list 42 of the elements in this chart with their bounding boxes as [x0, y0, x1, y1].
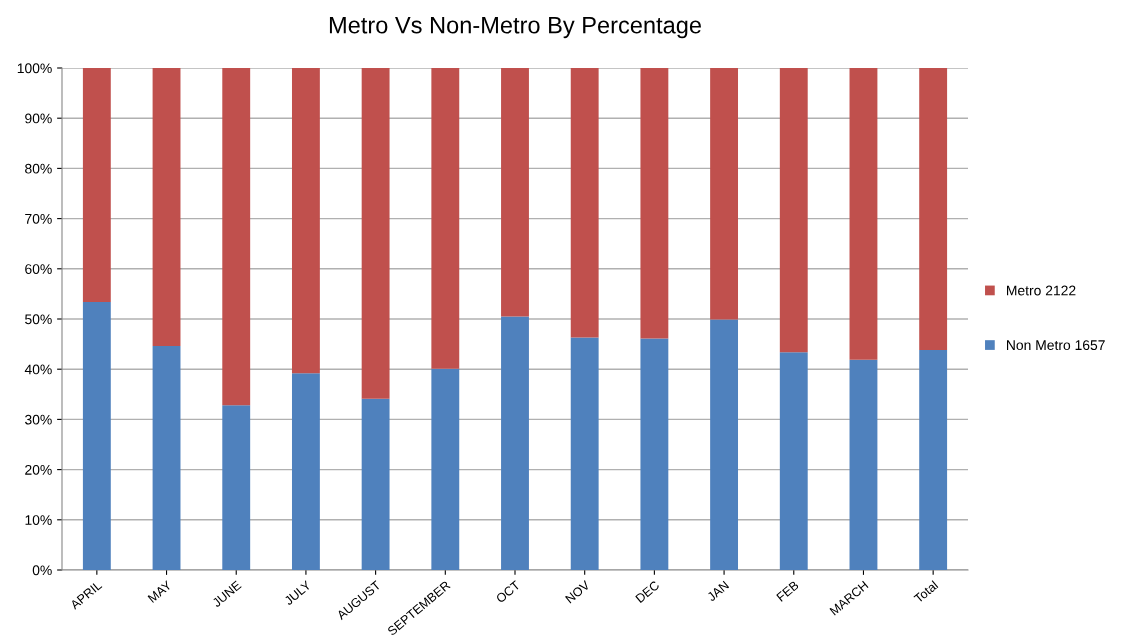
bar [640, 68, 669, 339]
bar [291, 68, 320, 374]
bar [919, 68, 948, 351]
y-tick-label: 60% [25, 264, 52, 274]
bar [570, 337, 599, 570]
y-tick-label: 100% [17, 63, 52, 74]
bar [501, 316, 529, 570]
y-tick-label: 0% [32, 565, 52, 576]
bar [222, 405, 251, 570]
bar [291, 373, 320, 570]
bar [570, 68, 599, 338]
bar [779, 68, 808, 353]
legend-label: Non Metro 1657 [1007, 340, 1105, 351]
bar [431, 368, 460, 570]
bar [82, 301, 111, 570]
bar [152, 68, 181, 347]
bar [501, 68, 529, 317]
y-tick-label: 70% [25, 213, 52, 224]
bar [919, 350, 948, 570]
x-tick-label: JAN [706, 580, 730, 602]
bar [152, 346, 181, 570]
y-tick-label: 30% [25, 414, 52, 425]
bar [361, 398, 390, 570]
x-tick-label: FEB [776, 580, 800, 602]
bar [710, 319, 739, 570]
bar [779, 352, 808, 570]
chart-title: Metro Vs Non-Metro By Percentage [329, 17, 701, 39]
bar [361, 68, 390, 399]
bar [849, 68, 878, 360]
y-tick-label: 20% [25, 464, 52, 475]
bar [222, 68, 251, 406]
y-tick-label: 10% [25, 515, 52, 525]
bar [82, 68, 111, 302]
y-tick-label: 50% [25, 314, 52, 325]
bar [640, 338, 669, 570]
bar [431, 68, 460, 369]
y-tick-label: 80% [25, 163, 52, 174]
bar [849, 359, 878, 570]
bar [710, 68, 739, 320]
legend-label: Metro 2122 [1007, 285, 1076, 296]
y-tick-label: 90% [25, 113, 52, 124]
y-tick-label: 40% [24, 364, 52, 375]
